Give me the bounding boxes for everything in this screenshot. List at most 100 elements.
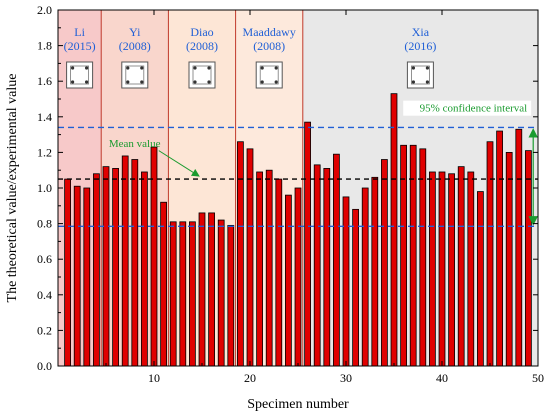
x-tick-label: 30 <box>340 371 352 385</box>
bar <box>141 171 148 367</box>
bar <box>179 221 187 367</box>
bar <box>457 166 465 367</box>
mean-value-arrow <box>158 150 200 177</box>
bar <box>169 221 177 367</box>
bar <box>313 164 321 367</box>
stirrup-icon <box>259 65 279 85</box>
bar <box>525 150 532 367</box>
bar <box>477 191 484 367</box>
bar <box>64 178 71 367</box>
stirrup-icon <box>125 65 145 85</box>
confidence-label-bg <box>403 100 532 116</box>
rebar-icon <box>274 66 278 70</box>
group-year: (2016) <box>404 39 436 53</box>
y-tick-label: 2.0 <box>37 3 52 17</box>
bar <box>333 153 340 367</box>
group-year: (2008) <box>119 39 151 53</box>
group-name: Maaddawy <box>243 25 296 39</box>
group-name: Diao <box>190 25 213 39</box>
rebar-icon <box>193 80 197 84</box>
bar <box>189 221 196 367</box>
rebar-icon <box>274 80 278 84</box>
bar <box>467 171 475 367</box>
y-tick-label: 1.6 <box>37 74 52 88</box>
x-tick-label: 10 <box>148 371 160 385</box>
rebar-icon <box>207 66 211 70</box>
bar <box>505 151 513 367</box>
rebar-icon <box>85 80 89 84</box>
bar <box>352 208 359 367</box>
rebar-icon <box>71 66 75 70</box>
group-year: (2008) <box>186 39 218 53</box>
x-axis-title: Specimen number <box>247 397 349 412</box>
rebar-icon <box>260 66 264 70</box>
bar <box>256 171 263 367</box>
rebar-icon <box>411 80 415 84</box>
bar <box>371 176 379 367</box>
rebar-icon <box>126 80 130 84</box>
annotations: Mean value 95% confidence interval <box>109 100 539 226</box>
bar <box>121 155 129 367</box>
bar <box>217 219 225 367</box>
y-tick-label: 0.8 <box>37 217 52 231</box>
y-axis-title: The theoretical value/experimental value <box>5 74 20 303</box>
rebar-icon <box>71 80 75 84</box>
bar <box>265 169 273 367</box>
bar <box>361 187 369 367</box>
y-tick-label: 1.0 <box>37 181 52 195</box>
bar <box>83 187 91 367</box>
bar <box>496 130 503 367</box>
bar <box>208 212 215 367</box>
rebar-icon <box>425 80 429 84</box>
bar <box>93 173 100 367</box>
group-labels: Li(2015)Yi(2008)Diao(2008)Maaddawy(2008)… <box>64 25 437 53</box>
rebar-icon <box>85 66 89 70</box>
bar <box>112 168 119 367</box>
group-name: Li <box>74 25 85 39</box>
bar <box>515 128 523 367</box>
rebar-icon <box>140 80 144 84</box>
bar <box>438 171 446 367</box>
bar <box>304 121 311 367</box>
bar <box>409 144 417 367</box>
bar <box>342 196 350 367</box>
bar <box>294 187 302 367</box>
rebar-icon <box>126 66 130 70</box>
y-tick-label: 1.4 <box>37 110 52 124</box>
bar <box>150 146 158 367</box>
bar <box>381 159 388 367</box>
confidence-interval-label: 95% confidence interval <box>420 103 528 115</box>
bar <box>227 224 235 367</box>
bar <box>448 173 455 367</box>
specimen-section-icons <box>66 61 434 89</box>
bar <box>246 148 254 367</box>
bar <box>390 93 398 367</box>
rebar-icon <box>207 80 211 84</box>
y-tick-label: 0.0 <box>37 359 52 373</box>
y-tick-label: 1.8 <box>37 39 52 53</box>
rebar-icon <box>425 66 429 70</box>
bar <box>419 148 427 367</box>
rebar-icon <box>193 66 197 70</box>
y-tick-label: 0.2 <box>37 323 52 337</box>
rebar-icon <box>260 80 264 84</box>
bar <box>237 141 244 367</box>
bar <box>131 159 139 367</box>
y-tick-label: 0.6 <box>37 252 52 266</box>
bar <box>400 144 407 367</box>
bar <box>275 178 283 367</box>
group-name: Yi <box>129 25 141 39</box>
axes: 0.0 0.2 0.4 0.6 0.8 1.0 1.2 1.4 1.6 1.8 2.0 10 20 30 4… <box>37 3 544 385</box>
x-tick-label: 40 <box>436 371 448 385</box>
stirrup-icon <box>70 65 89 85</box>
bar <box>486 141 494 367</box>
reference-lines <box>58 126 538 227</box>
bar <box>198 212 206 367</box>
x-tick-label: 20 <box>244 371 256 385</box>
group-year: (2008) <box>253 39 285 53</box>
mean-value-label: Mean value <box>109 138 161 150</box>
x-tick-label: 50 <box>532 371 544 385</box>
stirrup-icon <box>410 65 430 85</box>
bar <box>285 194 292 367</box>
